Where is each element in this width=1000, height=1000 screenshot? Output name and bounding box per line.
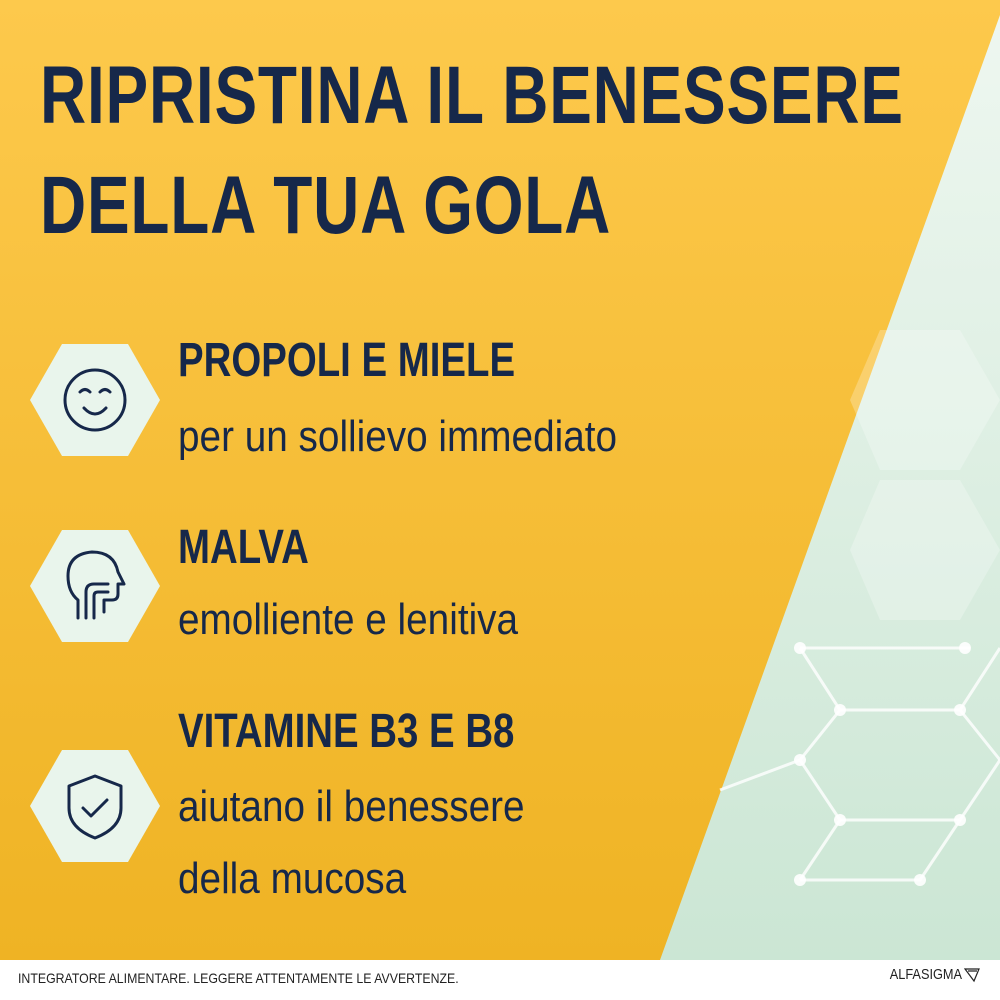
- logo-mark-icon: [964, 968, 980, 983]
- smile-icon: [30, 344, 160, 456]
- benefit-2-text: emolliente e lenitiva: [178, 595, 519, 644]
- benefit-3-text-line-2: della mucosa: [178, 854, 407, 903]
- brand-logo: ALFASIGMA: [877, 966, 980, 983]
- disclaimer: INTEGRATORE ALIMENTARE. LEGGERE ATTENTAM…: [18, 970, 459, 986]
- benefit-1-title: PROPOLI E MIELE: [178, 334, 516, 387]
- brand-name: ALFASIGMA: [889, 966, 962, 983]
- headline-line-1: RIPRISTINA IL BENESSERE: [40, 50, 904, 141]
- benefit-1-text: per un sollievo immediato: [178, 412, 618, 461]
- headline-line-2: DELLA TUA GOLA: [40, 160, 612, 251]
- shield-check-icon: [30, 750, 160, 862]
- benefit-2-title: MALVA: [178, 521, 309, 574]
- benefit-3-text-line-1: aiutano il benessere: [178, 782, 525, 831]
- benefit-3-title: VITAMINE B3 E B8: [178, 705, 515, 758]
- throat-profile-icon: [30, 530, 160, 642]
- mint-hexagon-pattern: [660, 15, 1000, 960]
